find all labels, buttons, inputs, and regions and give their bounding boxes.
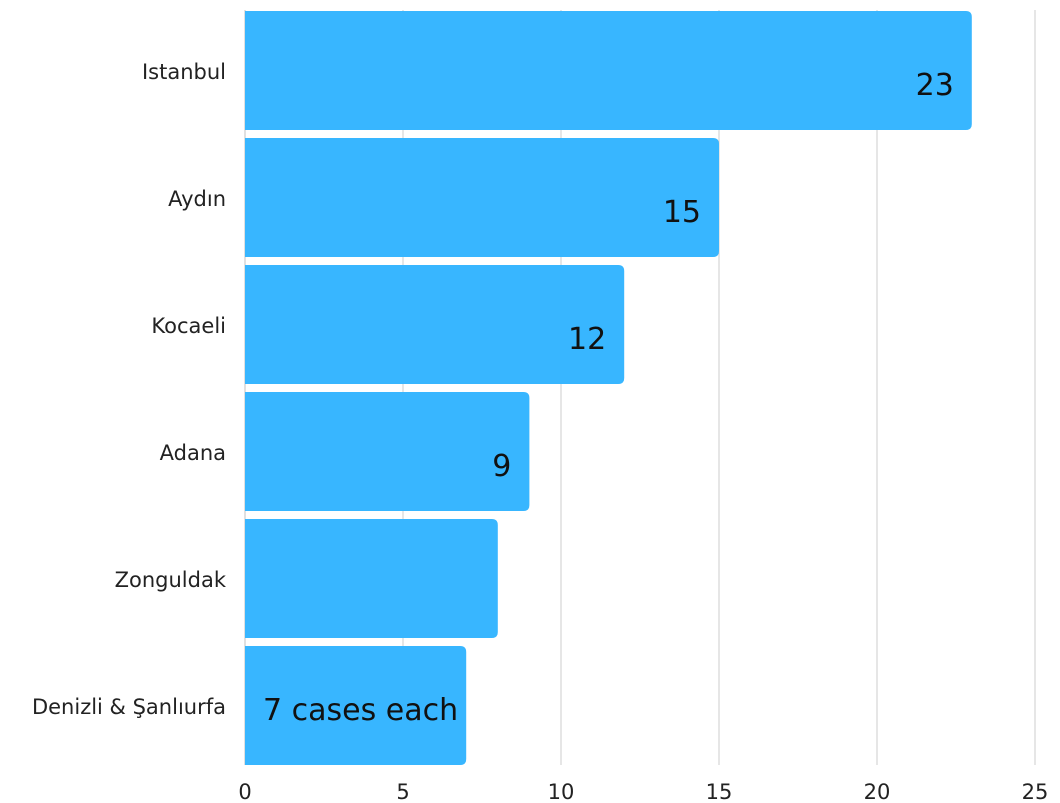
data-label: 15 (663, 195, 701, 230)
category-label: Denizli & Şanlıurfa (32, 695, 226, 719)
x-tick-label: 10 (548, 780, 575, 803)
x-tick-label: 5 (396, 780, 409, 803)
x-tick-label: 0 (238, 780, 251, 803)
bar-2 (245, 265, 625, 384)
category-label: Kocaeli (151, 314, 226, 338)
bar-5 (245, 646, 467, 765)
x-tick-label: 15 (706, 780, 733, 803)
bar-1 (245, 138, 719, 257)
category-label: Aydın (168, 187, 226, 211)
bars (245, 11, 972, 765)
category-label: Istanbul (142, 60, 226, 84)
category-label: Adana (160, 441, 226, 465)
x-tick-label: 25 (1022, 780, 1049, 803)
data-label: 9 (492, 449, 511, 484)
data-labels: 23 15 12 9 7 cases each (263, 68, 954, 728)
bar-0 (245, 11, 972, 130)
data-label: 23 (916, 68, 954, 103)
data-label: 7 cases each (263, 693, 458, 728)
category-labels: Istanbul Aydın Kocaeli Adana Zonguldak Denizl… (32, 60, 227, 719)
data-label: 12 (568, 322, 606, 357)
x-tick-labels: 0 5 10 15 20 25 (238, 780, 1048, 803)
gridlines (244, 10, 1036, 765)
category-label: Zonguldak (115, 568, 227, 592)
x-tick-label: 20 (864, 780, 891, 803)
bar-4 (245, 519, 498, 638)
bar-3 (245, 392, 530, 511)
